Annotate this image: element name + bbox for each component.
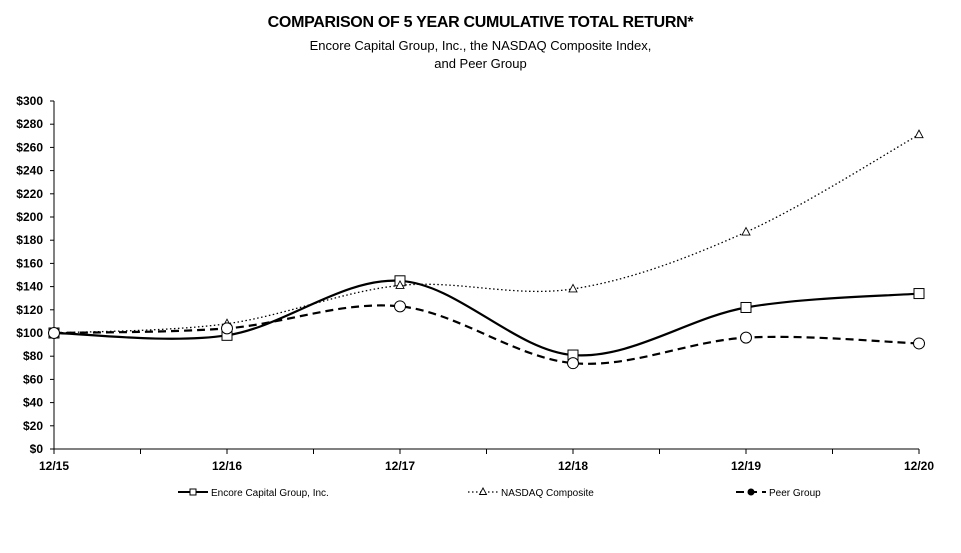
y-tick-label: $100 — [16, 326, 43, 340]
y-tick-label: $20 — [23, 419, 43, 433]
y-tick-label: $0 — [30, 442, 44, 456]
series-line-circle — [53, 304, 920, 365]
legend-label: NASDAQ Composite — [501, 488, 594, 499]
series-line-square — [53, 279, 920, 357]
y-tick-label: $220 — [16, 187, 43, 201]
y-tick-label: $160 — [16, 256, 43, 270]
y-tick-label: $140 — [16, 280, 43, 294]
data-point-circle — [221, 322, 233, 335]
y-tick-label: $80 — [23, 349, 43, 363]
legend-marker-triangle — [478, 487, 488, 495]
legend-marker-circle — [747, 488, 755, 496]
y-tick-label: $120 — [16, 303, 43, 317]
y-tick-label: $240 — [16, 164, 43, 178]
data-point-triangle — [568, 283, 578, 293]
x-tick-label: 12/16 — [212, 459, 242, 473]
x-tick-label: 12/20 — [904, 459, 934, 473]
data-point-triangle — [741, 226, 751, 236]
data-point-circle — [394, 300, 406, 313]
data-point-square — [913, 288, 925, 300]
chart-subtitle-line-2: and Peer Group — [434, 56, 527, 71]
y-tick-label: $200 — [16, 210, 43, 224]
data-point-triangle — [395, 279, 405, 289]
y-tick-label: $40 — [23, 396, 43, 410]
data-point-circle — [913, 337, 925, 350]
data-point-triangle — [914, 129, 924, 139]
legend-marker-square — [189, 488, 197, 496]
x-tick-label: 12/15 — [39, 459, 69, 473]
chart-title: COMPARISON OF 5 YEAR CUMULATIVE TOTAL RE… — [267, 14, 694, 31]
y-tick-label: $260 — [16, 140, 43, 154]
y-tick-label: $180 — [16, 233, 43, 247]
data-point-circle — [48, 327, 60, 339]
data-point-circle — [567, 357, 579, 370]
chart-subtitle-line-1: Encore Capital Group, Inc., the NASDAQ C… — [309, 38, 652, 53]
x-tick-label: 12/18 — [558, 459, 588, 473]
x-tick-label: 12/19 — [731, 459, 761, 473]
data-point-square — [740, 301, 752, 313]
y-tick-label: $300 — [16, 94, 43, 108]
series-line-triangle — [53, 134, 920, 334]
legend-label: Peer Group — [769, 488, 821, 499]
y-tick-label: $60 — [23, 372, 43, 386]
x-tick-label: 12/17 — [385, 459, 415, 473]
legend-label: Encore Capital Group, Inc. — [211, 488, 329, 499]
data-point-circle — [740, 331, 752, 344]
y-tick-label: $280 — [16, 117, 43, 131]
